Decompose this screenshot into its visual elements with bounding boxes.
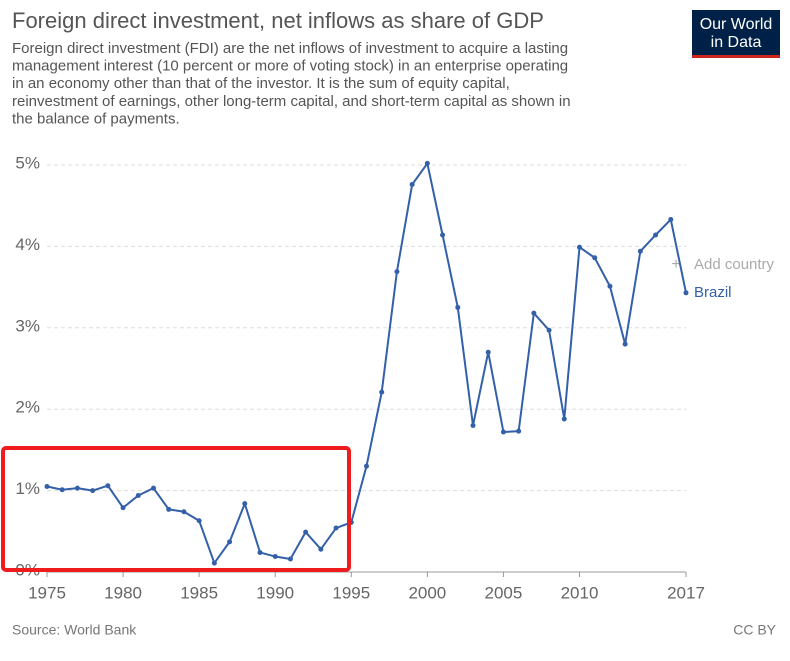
point bbox=[303, 529, 309, 535]
point bbox=[500, 429, 506, 435]
point bbox=[44, 484, 50, 490]
point bbox=[592, 255, 598, 261]
point bbox=[546, 327, 552, 333]
x-tick-label: 1995 bbox=[332, 583, 370, 602]
source: Source: World Bank bbox=[12, 622, 137, 638]
point bbox=[455, 304, 461, 310]
point bbox=[364, 463, 369, 469]
point bbox=[440, 232, 446, 238]
point bbox=[318, 546, 324, 552]
point bbox=[227, 539, 233, 545]
point bbox=[485, 349, 491, 355]
x-tick-label: 1985 bbox=[180, 583, 218, 602]
logo-box bbox=[692, 10, 780, 58]
point bbox=[257, 549, 263, 555]
logo: Our World in Data bbox=[692, 10, 780, 58]
x-tick-label: 2005 bbox=[485, 583, 523, 602]
point bbox=[379, 389, 385, 395]
y-tick-label: 5% bbox=[15, 153, 40, 172]
chart-title: Foreign direct investment, net inflows a… bbox=[12, 8, 544, 33]
x-tick-label: 2000 bbox=[408, 583, 446, 602]
point bbox=[577, 244, 582, 250]
point bbox=[653, 232, 659, 238]
point bbox=[531, 310, 537, 316]
logo-bar bbox=[692, 55, 780, 58]
x-tick-label: 1990 bbox=[256, 583, 294, 602]
line bbox=[46, 160, 687, 566]
y-tick-label: 2% bbox=[15, 398, 40, 417]
point bbox=[516, 428, 522, 434]
point bbox=[59, 487, 65, 493]
point bbox=[181, 509, 187, 515]
subtitle: reinvestment of earnings, other long-ter… bbox=[12, 93, 571, 110]
x-tick-label: 2010 bbox=[561, 583, 599, 602]
subtitle: the balance of payments. bbox=[12, 110, 180, 127]
point bbox=[607, 283, 613, 289]
add-icon[interactable]: + bbox=[671, 256, 680, 273]
series-label: Brazil bbox=[694, 284, 732, 301]
x-tick-label: 2017 bbox=[667, 583, 705, 602]
point bbox=[196, 518, 202, 524]
point bbox=[333, 525, 339, 531]
license: CC BY bbox=[733, 622, 776, 638]
point bbox=[242, 501, 248, 507]
point bbox=[90, 488, 96, 494]
add-country[interactable]: Add country bbox=[694, 256, 775, 273]
point bbox=[135, 492, 141, 498]
subtitle: Foreign direct investment (FDI) are the … bbox=[12, 40, 568, 57]
point bbox=[637, 248, 643, 254]
point bbox=[74, 485, 80, 491]
point bbox=[668, 217, 674, 223]
point bbox=[409, 182, 415, 188]
point bbox=[151, 485, 156, 491]
subtitle: management interest (10 percent or more … bbox=[12, 58, 568, 75]
subtitle: in an economy other than that of the inv… bbox=[12, 75, 510, 92]
point bbox=[470, 422, 476, 428]
point bbox=[166, 506, 172, 512]
logo-text: Our World bbox=[700, 16, 773, 33]
logo-text: in Data bbox=[711, 34, 762, 51]
point bbox=[683, 290, 689, 296]
y-tick-label: 1% bbox=[15, 479, 40, 498]
point bbox=[424, 160, 430, 166]
point bbox=[622, 341, 628, 347]
x-tick-label: 1975 bbox=[28, 583, 66, 602]
highlight-box bbox=[1, 446, 351, 572]
point bbox=[105, 483, 111, 489]
y-tick-label: 4% bbox=[15, 235, 40, 254]
point bbox=[211, 560, 217, 566]
point bbox=[120, 505, 126, 511]
y-tick-label: 3% bbox=[15, 316, 40, 335]
point bbox=[272, 554, 278, 560]
point bbox=[287, 556, 293, 562]
point bbox=[394, 269, 400, 275]
x-tick-label: 1980 bbox=[104, 583, 142, 602]
point bbox=[561, 416, 567, 422]
